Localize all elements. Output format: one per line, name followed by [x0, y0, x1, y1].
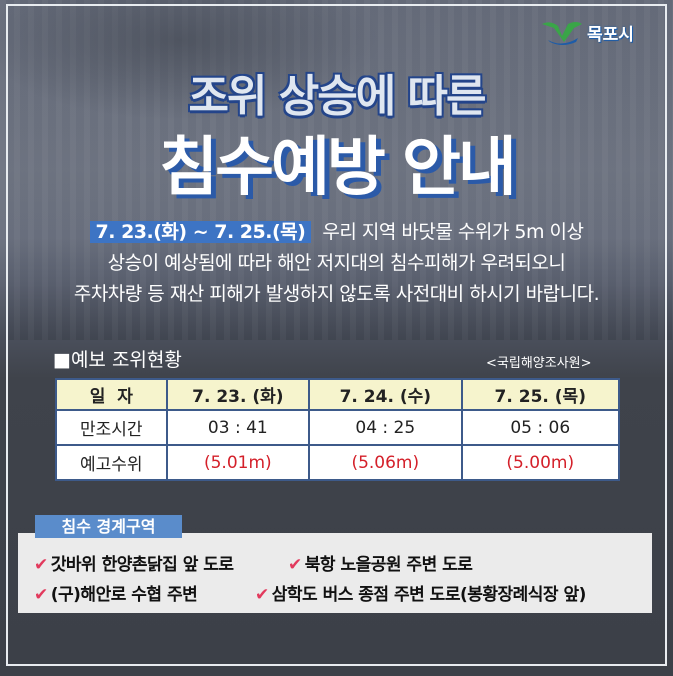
- zone-item: ✔ 삼학도 버스 종점 주변 도로(봉황장례식장 앞): [255, 580, 586, 605]
- mokpo-emblem-icon: [542, 22, 582, 45]
- flood-zone-title: 침수 경계구역: [35, 515, 182, 538]
- header-cell: 7. 23. (화): [165, 378, 311, 411]
- date-range-badge: 7. 23.(화) ~ 7. 25.(목): [89, 221, 312, 243]
- forecast-title: ■예보 조위현황: [53, 349, 182, 371]
- zone-item: ✔ 북항 노을공원 주변 도로: [288, 550, 473, 575]
- zone-item-text: 갓바위 한양촌닭집 앞 도로: [50, 555, 234, 575]
- table-header-row: 일 자 7. 23. (화) 7. 24. (수) 7. 25. (목): [55, 378, 621, 411]
- title-line2: 침수예방 안내: [159, 131, 517, 205]
- checkmark-icon: ✔: [34, 585, 48, 605]
- checkmark-icon: ✔: [34, 555, 48, 575]
- mokpo-logo: 목포시: [540, 18, 634, 46]
- row-label: 예고수위: [55, 444, 168, 481]
- title-line1: 조위 상승에 따른: [188, 71, 487, 122]
- table-cell: (5.01m): [165, 444, 311, 481]
- notice-line1: 우리 지역 바닷물 수위가 5m 이상: [322, 221, 584, 243]
- zone-item-text: (구)해안로 수협 주변: [50, 585, 198, 605]
- notice-line3: 주차차량 등 재산 피해가 발생하지 않도록 사전대비 하시기 바랍니다.: [73, 283, 600, 305]
- table-cell: (5.00m): [460, 444, 621, 481]
- table-row-high-tide-time: 만조시간 03 : 41 04 : 25 05 : 06: [55, 409, 621, 446]
- logo-text: 목포시: [587, 24, 634, 45]
- checkmark-icon: ✔: [255, 585, 269, 605]
- flood-zone-box: [18, 533, 652, 613]
- table-cell: 04 : 25: [308, 409, 463, 446]
- table-cell: 05 : 06: [460, 409, 621, 446]
- zone-item-text: 삼학도 버스 종점 주변 도로(봉황장례식장 앞): [271, 585, 587, 605]
- notice-line2: 상승이 예상됨에 따라 해안 저지대의 침수피해가 우려되오니: [107, 252, 566, 274]
- header-cell: 7. 25. (목): [460, 378, 621, 411]
- notice-text: 7. 23.(화) ~ 7. 25.(목) 우리 지역 바닷물 수위가 5m 이…: [0, 217, 673, 310]
- city-background-photo: [0, 0, 673, 340]
- header-cell: 일 자: [55, 378, 168, 411]
- poster-frame: [6, 4, 667, 666]
- checkmark-icon: ✔: [288, 555, 302, 575]
- forecast-source: <국립해양조사원>: [486, 356, 592, 371]
- table-cell: 03 : 41: [165, 409, 311, 446]
- tide-forecast-table: 일 자 7. 23. (화) 7. 24. (수) 7. 25. (목) 만조시…: [55, 378, 621, 481]
- header-cell: 7. 24. (수): [308, 378, 463, 411]
- zone-item-text: 북항 노을공원 주변 도로: [304, 555, 473, 575]
- table-row-forecast-level: 예고수위 (5.01m) (5.06m) (5.00m): [55, 444, 621, 481]
- zone-item: ✔ 갓바위 한양촌닭집 앞 도로: [34, 550, 234, 575]
- row-label: 만조시간: [55, 409, 168, 446]
- zone-item: ✔ (구)해안로 수협 주변: [34, 580, 198, 605]
- table-cell: (5.06m): [308, 444, 463, 481]
